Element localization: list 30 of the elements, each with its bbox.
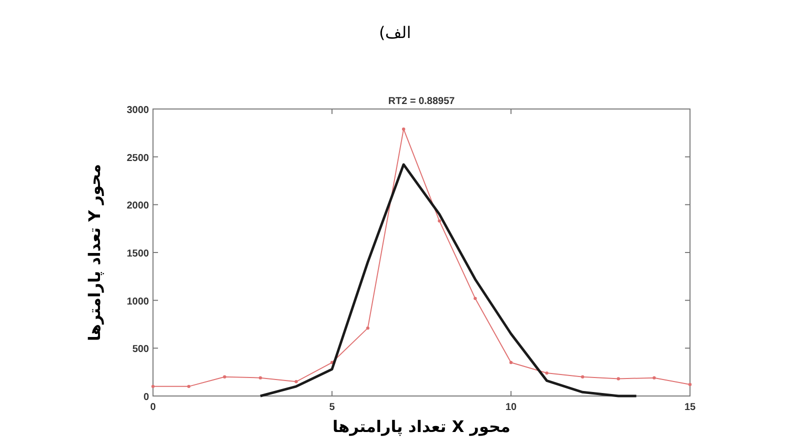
point xyxy=(294,380,298,384)
point xyxy=(545,371,548,375)
point xyxy=(187,384,190,388)
chart-subtitle: RT2 = 0.88957 xyxy=(388,96,456,107)
point xyxy=(688,382,692,386)
x-tick-label: 0 xyxy=(150,402,156,413)
chart-title: الف) xyxy=(378,23,412,42)
point xyxy=(616,377,620,380)
x-tick-label: 15 xyxy=(684,402,696,413)
point xyxy=(474,296,477,300)
point xyxy=(151,384,155,388)
point xyxy=(258,376,262,380)
point xyxy=(509,360,513,364)
y-tick-label: 3000 xyxy=(126,105,150,116)
y-axis-title: محور Y تعداد پارامترها xyxy=(85,164,104,342)
y-tick-label: 1500 xyxy=(126,248,150,260)
y-tick-label: 2500 xyxy=(126,152,150,164)
y-tick-label: 1000 xyxy=(126,296,150,308)
x-axis-title: محور X تعداد پارامترها xyxy=(332,417,510,436)
point xyxy=(223,375,226,378)
x-tick-label: 5 xyxy=(329,402,336,413)
point xyxy=(581,375,584,378)
y-tick-label: 500 xyxy=(132,344,150,356)
point xyxy=(438,219,441,223)
x-tick-label: 10 xyxy=(505,402,517,413)
y-tick-label: 0 xyxy=(143,392,150,403)
point xyxy=(402,127,406,131)
point xyxy=(652,376,656,380)
point xyxy=(366,326,370,330)
y-tick-label: 2000 xyxy=(126,200,150,212)
